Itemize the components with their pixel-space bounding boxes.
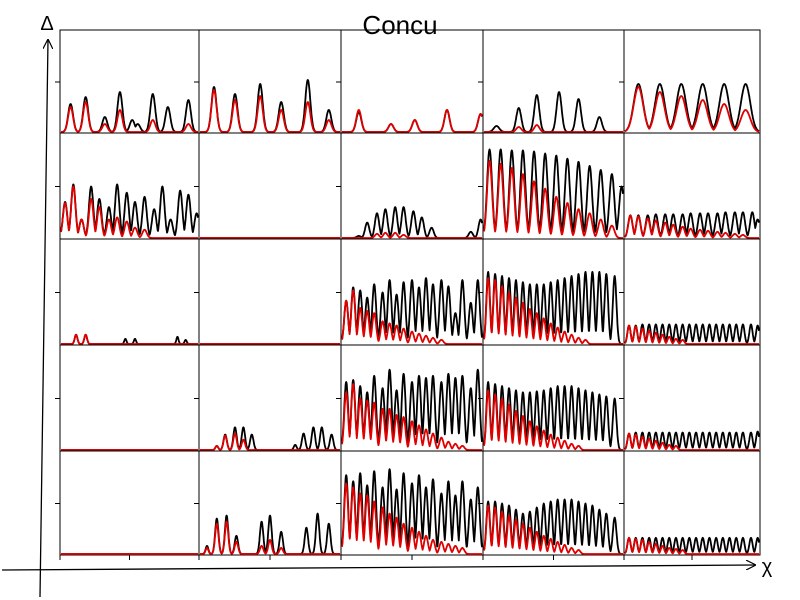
series-red-line — [199, 89, 341, 133]
panel-r2-c0 — [55, 238, 200, 346]
series-red-line — [341, 231, 483, 239]
panel-grid — [55, 29, 761, 560]
panel-frame — [59, 29, 200, 134]
panel-r0-c4 — [619, 29, 761, 134]
panel-r0-c3 — [478, 29, 625, 134]
panel-frame — [482, 29, 625, 134]
series-black-line — [341, 277, 483, 340]
panel-frame — [198, 238, 342, 346]
series-red-line — [483, 277, 624, 345]
series-red-line — [341, 482, 483, 555]
y-axis-arrow — [39, 40, 48, 598]
series-red-line — [483, 159, 624, 239]
x-axis-arrow — [1, 565, 755, 571]
panel-frame — [623, 29, 761, 134]
panel-r2-c4 — [619, 238, 761, 346]
series-red-line — [624, 536, 760, 555]
series-black-line — [624, 211, 760, 238]
panel-r2-c1 — [194, 238, 342, 346]
series-red-line — [60, 185, 199, 239]
panel-r2-c2 — [336, 238, 484, 346]
panel-frame — [340, 29, 484, 134]
panel-r3-c2 — [336, 344, 484, 452]
panel-frame — [623, 450, 761, 556]
panel-r0-c1 — [194, 29, 342, 134]
series-red-line — [199, 432, 341, 451]
series-red-line — [341, 109, 483, 133]
series-black-line — [341, 206, 483, 239]
panel-frame — [198, 132, 342, 240]
panel-r1-c1 — [194, 132, 342, 240]
series-red-line — [483, 389, 624, 451]
panel-frame — [198, 29, 342, 134]
panel-r4-c3 — [478, 450, 625, 560]
panel-r0-c0 — [55, 29, 200, 134]
panel-r1-c4 — [619, 132, 761, 240]
series-red-line — [341, 383, 483, 451]
panel-r1-c0 — [55, 132, 200, 240]
panel-r4-c1 — [194, 450, 342, 560]
series-black-line — [60, 333, 199, 345]
y-axis-label: Δ — [40, 13, 53, 35]
series-red-line — [199, 520, 341, 555]
series-red-line — [483, 124, 624, 133]
panel-r3-c0 — [55, 344, 200, 452]
series-red-line — [341, 289, 483, 345]
panel-r3-c3 — [478, 344, 625, 452]
series-black-line — [199, 426, 341, 451]
panel-frame — [623, 344, 761, 452]
series-black-line — [199, 79, 341, 133]
panel-r1-c3 — [478, 132, 625, 240]
panel-frame — [59, 238, 200, 346]
series-red-line — [624, 432, 760, 451]
panel-frame — [59, 450, 200, 556]
series-red-line — [624, 86, 760, 133]
series-red-line — [60, 333, 199, 345]
series-red-line — [624, 324, 760, 345]
series-red-line — [483, 504, 624, 555]
panel-r4-c4 — [619, 450, 761, 560]
panel-r3-c4 — [619, 344, 761, 452]
series-red-line — [624, 214, 760, 239]
series-red-line — [60, 101, 199, 133]
panel-r4-c2 — [336, 450, 484, 560]
panel-r1-c2 — [336, 132, 484, 240]
series-black-line — [199, 512, 341, 555]
panel-r0-c2 — [336, 29, 484, 134]
x-axis-label: χ — [762, 556, 773, 578]
panel-r4-c0 — [55, 450, 200, 560]
panel-r2-c3 — [478, 238, 625, 346]
panel-frame — [59, 344, 200, 452]
series-black-line — [483, 91, 624, 133]
panel-r3-c1 — [194, 344, 342, 452]
chart-title: Concu — [362, 10, 437, 40]
